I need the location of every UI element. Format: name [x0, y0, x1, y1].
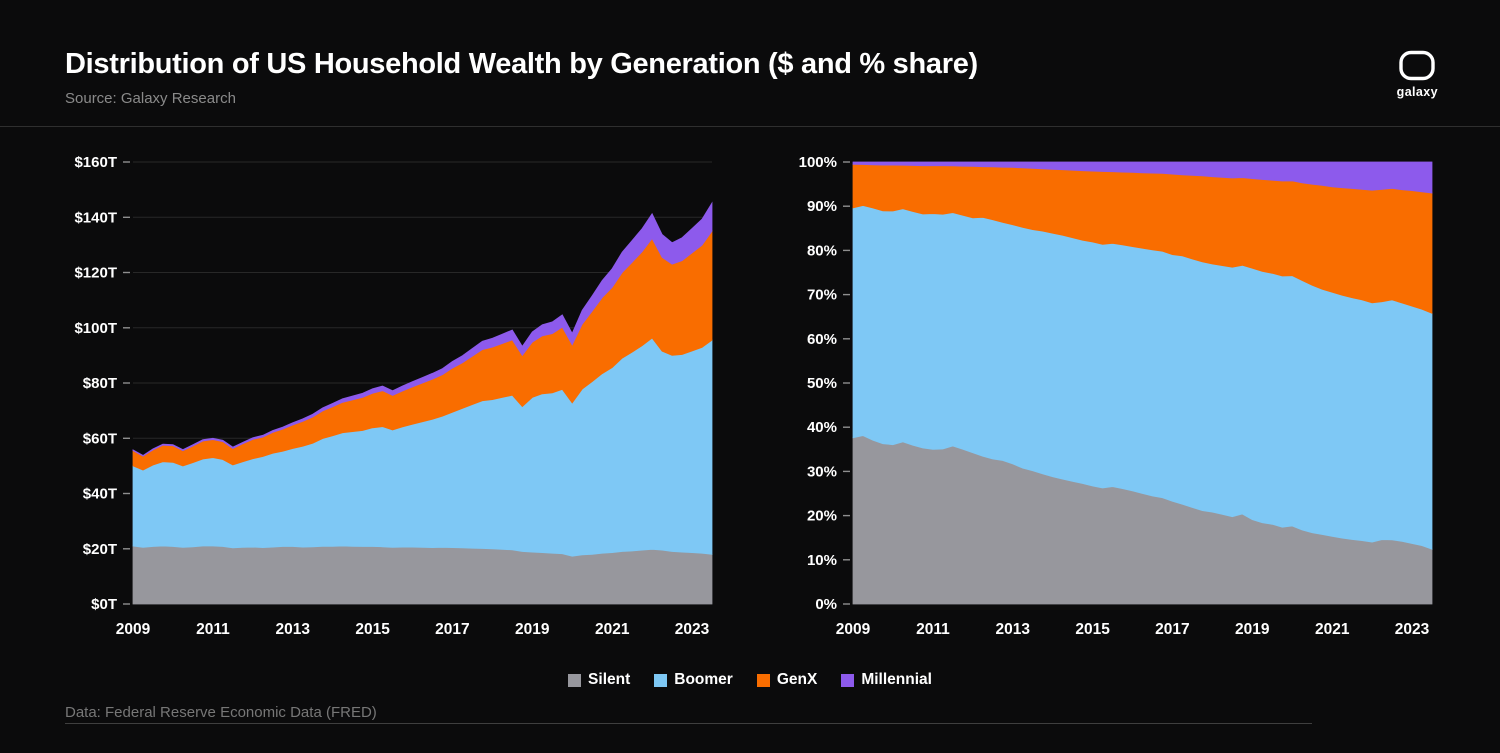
millennial-swatch-icon — [841, 673, 855, 687]
y-tick-label: $20T — [83, 541, 117, 558]
y-tick-label: 100% — [799, 154, 837, 171]
legend-label: Silent — [588, 671, 631, 688]
area-millennial — [852, 161, 1433, 194]
area-millennial — [132, 201, 713, 457]
legend-label: GenX — [776, 671, 818, 688]
legend-item-genx: GenX — [756, 671, 818, 689]
y-tick-label: $0T — [91, 596, 117, 613]
x-tick-label: 2013 — [275, 621, 310, 638]
percent-share-chart-svg: 0% 10% 20% 30% 40% 50% 60% 70% 80% 90% 100% 2009 201… — [799, 154, 1433, 638]
y-tick-label: 20% — [807, 508, 837, 525]
legend-item-millennial: Millennial — [841, 671, 932, 689]
header-divider — [0, 126, 1500, 127]
y-tick-label: $120T — [74, 265, 117, 282]
y-tick-label: $80T — [83, 375, 117, 392]
x-tick-label: 2019 — [515, 621, 550, 638]
x-tick-label: 2015 — [355, 621, 390, 638]
x-tick-label: 2011 — [916, 621, 950, 638]
y-tick-label: $140T — [74, 209, 117, 226]
x-tick-label: 2019 — [1235, 621, 1270, 638]
area-silent — [132, 545, 713, 605]
percent-share-chart: 0% 10% 20% 30% 40% 50% 60% 70% 80% 90% 100% 2009 201… — [750, 148, 1440, 653]
y-tick-label: 70% — [807, 287, 837, 304]
dollar-wealth-chart: $0T $20T $40T $60T $80T $100T $120T $140T $160T 2… — [30, 148, 720, 653]
genx-swatch-icon — [756, 673, 770, 687]
y-tick-label: 60% — [807, 331, 837, 348]
x-tick-label: 2013 — [995, 621, 1030, 638]
source-subtitle: Source: Galaxy Research — [65, 90, 236, 107]
silent-swatch-icon — [568, 673, 582, 687]
legend: Silent Boomer GenX Millennial — [0, 671, 1500, 689]
y-tick-label: 10% — [807, 552, 837, 569]
y-tick-label: $100T — [74, 320, 117, 337]
x-tick-label: 2011 — [196, 621, 230, 638]
brand-logo: galaxy — [1397, 50, 1438, 99]
x-tick-label: 2023 — [1395, 621, 1430, 638]
legend-label: Millennial — [861, 671, 932, 688]
dollar-wealth-chart-svg: $0T $20T $40T $60T $80T $100T $120T $140T $160T 2… — [74, 154, 713, 638]
y-tick-label: 90% — [807, 198, 837, 215]
x-tick-label: 2017 — [1155, 621, 1189, 638]
data-source-note: Data: Federal Reserve Economic Data (FRE… — [65, 704, 377, 721]
x-tick-label: 2021 — [1315, 621, 1350, 638]
brand-wordmark: galaxy — [1396, 85, 1438, 99]
x-tick-label: 2015 — [1075, 621, 1110, 638]
x-tick-label: 2009 — [116, 621, 151, 638]
y-tick-label: $160T — [74, 154, 117, 171]
x-tick-label: 2023 — [675, 621, 710, 638]
y-tick-label: $60T — [83, 430, 117, 447]
y-tick-label: 0% — [815, 596, 837, 613]
y-tick-label: 50% — [807, 375, 837, 392]
y-tick-label: 30% — [807, 463, 837, 480]
y-tick-label: 80% — [807, 242, 837, 259]
y-tick-label: 40% — [807, 419, 837, 436]
x-tick-label: 2009 — [836, 621, 871, 638]
x-tick-label: 2021 — [595, 621, 630, 638]
y-tick-label: $40T — [83, 486, 117, 503]
galaxy-logo-icon — [1398, 50, 1436, 82]
legend-label: Boomer — [674, 671, 733, 688]
page-title: Distribution of US Household Wealth by G… — [65, 48, 978, 80]
boomer-swatch-icon — [654, 673, 668, 687]
footer-divider — [65, 723, 1312, 724]
legend-item-silent: Silent — [568, 671, 630, 689]
x-tick-label: 2017 — [435, 621, 469, 638]
legend-item-boomer: Boomer — [654, 671, 733, 689]
